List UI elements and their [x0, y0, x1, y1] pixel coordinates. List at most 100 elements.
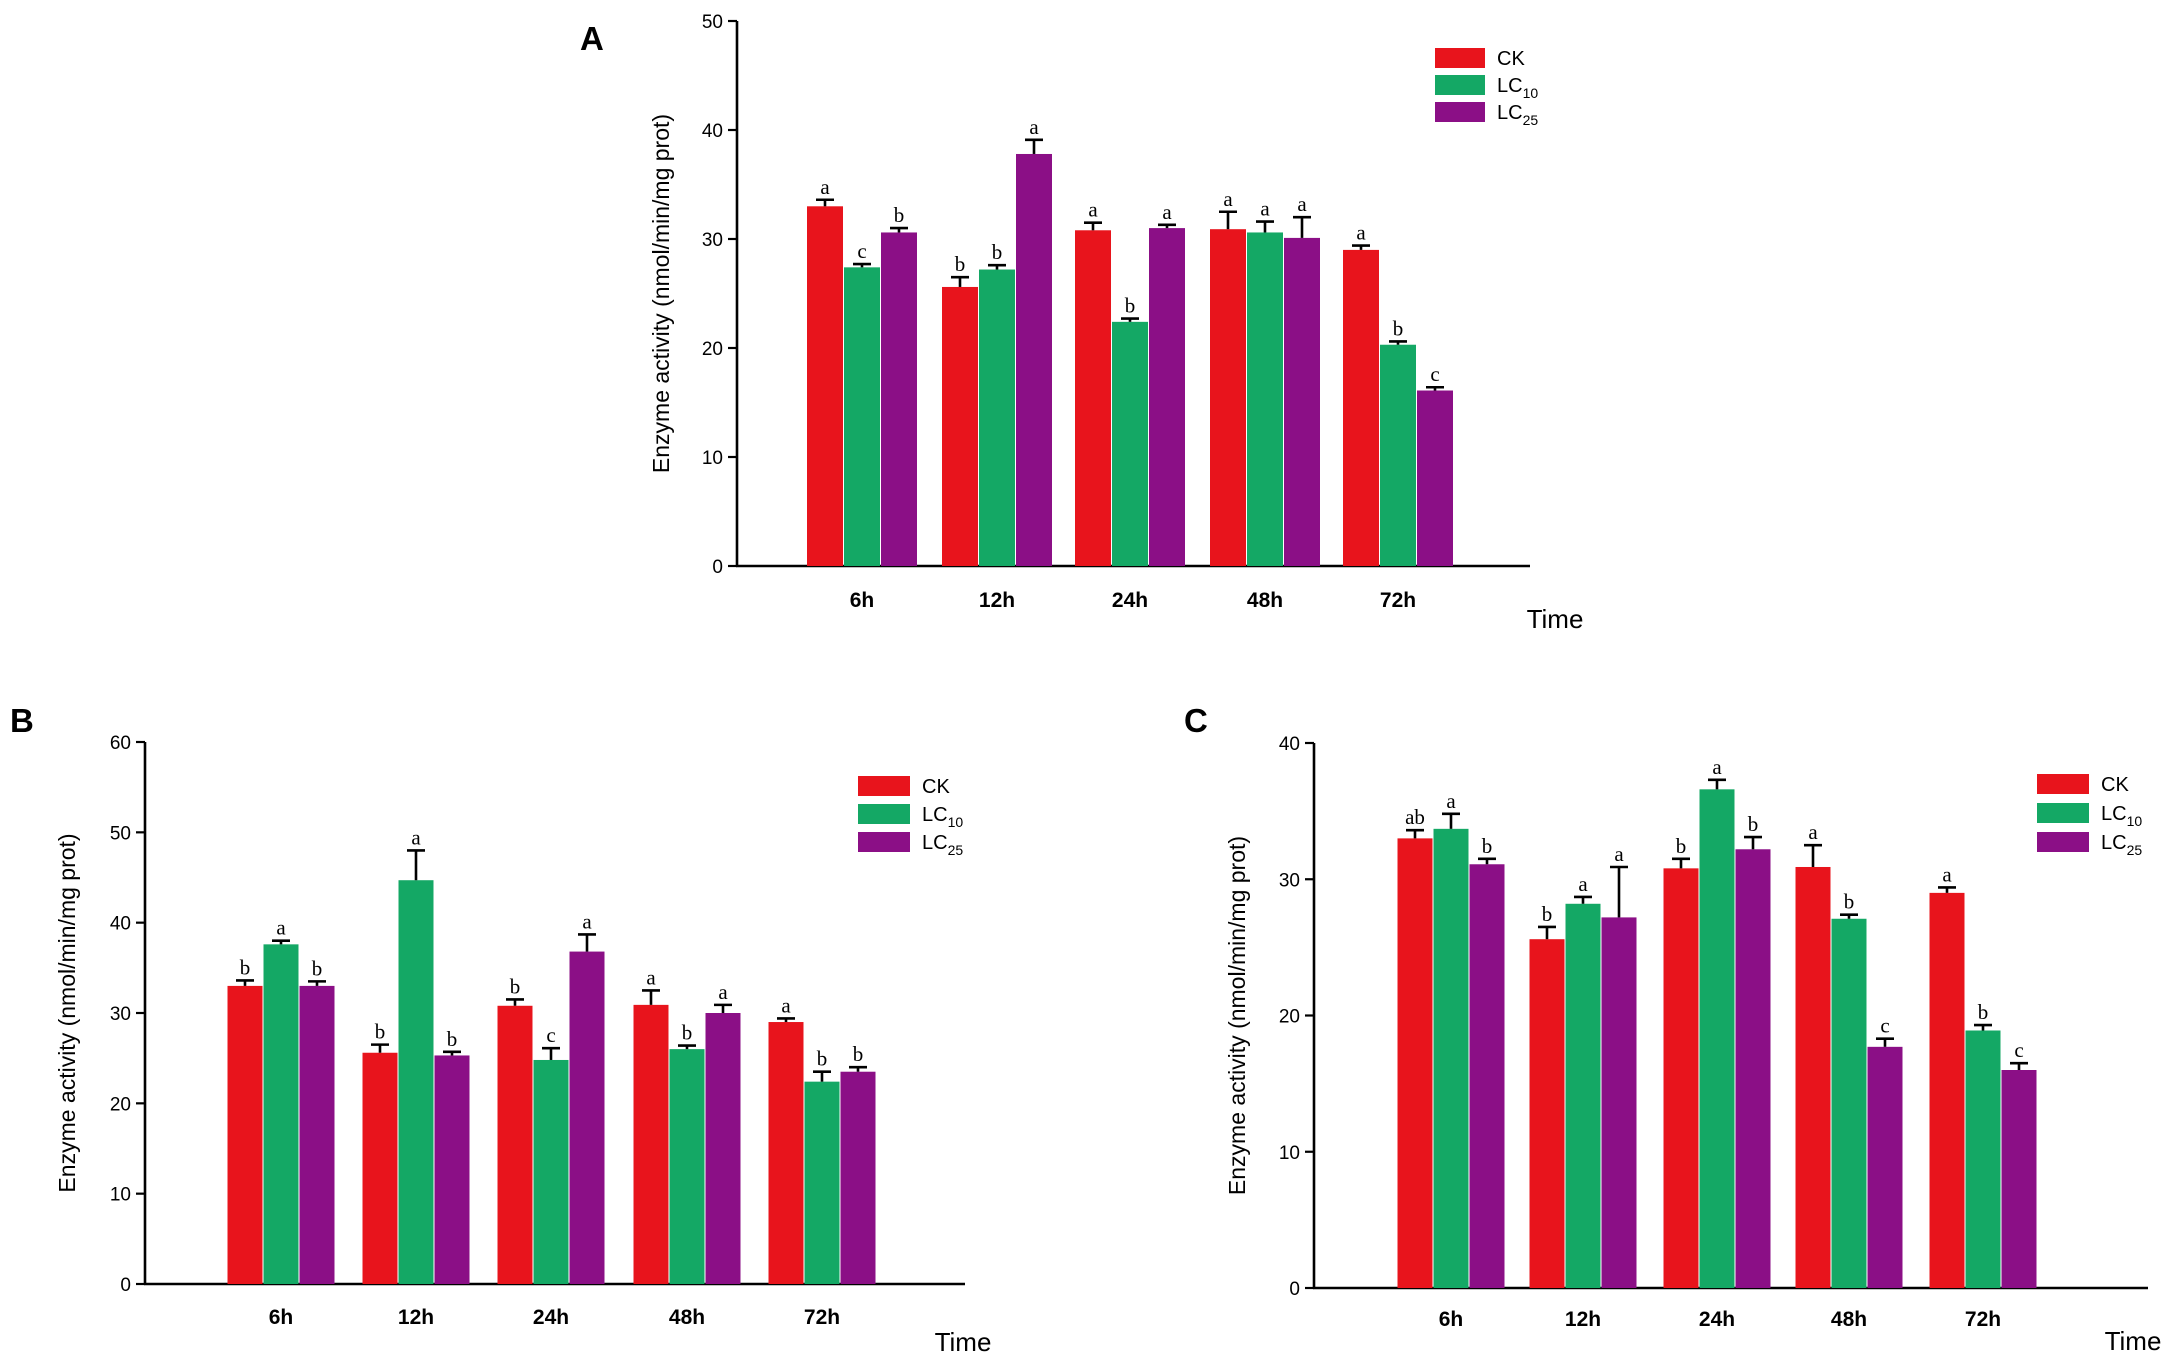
x-tick-label: 6h [269, 1306, 294, 1329]
bar [1565, 903, 1601, 1288]
bar [807, 206, 843, 567]
significance-letter: b [510, 974, 521, 998]
significance-letter: b [1676, 834, 1687, 858]
y-tick-label: 20 [1279, 1007, 1300, 1028]
bar [1601, 917, 1637, 1288]
bar [1343, 249, 1379, 566]
x-tick-label: 24h [1699, 1308, 1735, 1331]
bar [1735, 849, 1771, 1288]
legend-label: LC10 [2101, 803, 2142, 829]
bar [1433, 828, 1469, 1288]
x-tick-label: 72h [1380, 589, 1416, 612]
y-tick-label: 30 [110, 1004, 131, 1025]
legend-label: CK [1497, 48, 1525, 70]
significance-letter: c [546, 1023, 555, 1047]
bar [434, 1055, 470, 1284]
bar [705, 1013, 741, 1284]
bar [227, 985, 263, 1284]
significance-letter: b [1748, 812, 1759, 836]
significance-letter: a [718, 980, 728, 1004]
significance-letter: a [1297, 192, 1307, 216]
y-axis-label: Enzyme activity (nmol/min/mg prot) [1224, 836, 1250, 1195]
bar [1210, 229, 1246, 566]
x-tick-label: 6h [1439, 1308, 1464, 1331]
bar [1795, 866, 1831, 1288]
significance-letter: b [817, 1047, 828, 1071]
bar [804, 1081, 840, 1284]
x-tick-label: 72h [804, 1306, 840, 1329]
legend-label-subscript: 10 [948, 814, 964, 830]
bar [1965, 1030, 2001, 1288]
chart-panel-c: C 0 10 20 30 40 Enzyme activity (nmol/min/mg p… [1184, 702, 2161, 1356]
legend-swatch [1435, 75, 1485, 95]
bar [1929, 892, 1965, 1288]
significance-letter: c [1880, 1014, 1889, 1038]
bar [979, 269, 1015, 566]
bar [362, 1052, 398, 1284]
legend-label: LC10 [1497, 75, 1538, 101]
legend-label-subscript: 25 [948, 842, 964, 858]
bar [1663, 868, 1699, 1288]
significance-letter: b [312, 956, 323, 980]
bar [263, 944, 299, 1284]
significance-letter: a [1578, 872, 1588, 896]
y-tick-label: 0 [1289, 1279, 1300, 1300]
significance-letter: a [1808, 820, 1818, 844]
significance-letter: ab [1405, 805, 1425, 829]
legend-label: LC10 [922, 804, 963, 830]
bar [1112, 321, 1148, 566]
x-axis-label: Time [935, 1327, 992, 1357]
y-axis-label: Enzyme activity (nmol/min/mg prot) [54, 833, 80, 1192]
bar [1284, 237, 1320, 566]
x-tick-label: 48h [1831, 1308, 1867, 1331]
bar [1380, 344, 1416, 566]
significance-letter: b [1482, 834, 1493, 858]
y-tick-label: 20 [702, 339, 723, 360]
bar [633, 1004, 669, 1284]
legend-label-subscript: 25 [1523, 112, 1539, 128]
significance-letter: b [1978, 1000, 1989, 1024]
y-tick-label: 10 [1279, 1143, 1300, 1164]
bar [1867, 1046, 1903, 1288]
legend-label: LC25 [2101, 832, 2142, 858]
legend-swatch [858, 832, 910, 852]
bar [768, 1022, 804, 1284]
bar [569, 951, 605, 1284]
significance-letter: b [955, 252, 966, 276]
significance-letter: b [240, 955, 251, 979]
y-tick-label: 0 [712, 557, 723, 578]
bar [1529, 939, 1565, 1288]
legend-swatch [1435, 102, 1485, 122]
y-tick-label: 40 [702, 121, 723, 142]
legend-swatch [2037, 803, 2089, 823]
significance-letter: c [2014, 1038, 2023, 1062]
legend-swatch [1435, 48, 1485, 68]
legend-label: CK [922, 776, 950, 798]
x-tick-label: 72h [1965, 1308, 2001, 1331]
bar [1831, 918, 1867, 1288]
significance-letter: b [1542, 902, 1553, 926]
bar [669, 1049, 705, 1284]
bar [1699, 789, 1735, 1288]
bar [942, 286, 978, 566]
significance-letter: a [276, 916, 286, 940]
x-tick-label: 48h [1247, 589, 1283, 612]
x-axis-label: Time [1527, 604, 1584, 634]
chart-panel-b: B 0 10 20 30 40 50 60 Enzyme activity (nmol/min/… [10, 702, 991, 1357]
significance-letter: b [375, 1020, 386, 1044]
significance-letter: a [1260, 197, 1270, 221]
legend-label-subscript: 25 [2127, 842, 2143, 858]
significance-letter: a [411, 825, 421, 849]
legend-label: LC25 [1497, 102, 1538, 128]
panel-letter: A [580, 20, 604, 57]
legend-swatch [858, 804, 910, 824]
bar [1397, 838, 1433, 1288]
significance-letter: a [1088, 198, 1098, 222]
chart-panel-a: A 0 10 20 30 40 50 Enzyme activity (nmol/min/mg… [580, 12, 1583, 634]
significance-letter: a [1223, 187, 1233, 211]
significance-letter: a [1942, 862, 1952, 886]
significance-letter: b [992, 240, 1003, 264]
